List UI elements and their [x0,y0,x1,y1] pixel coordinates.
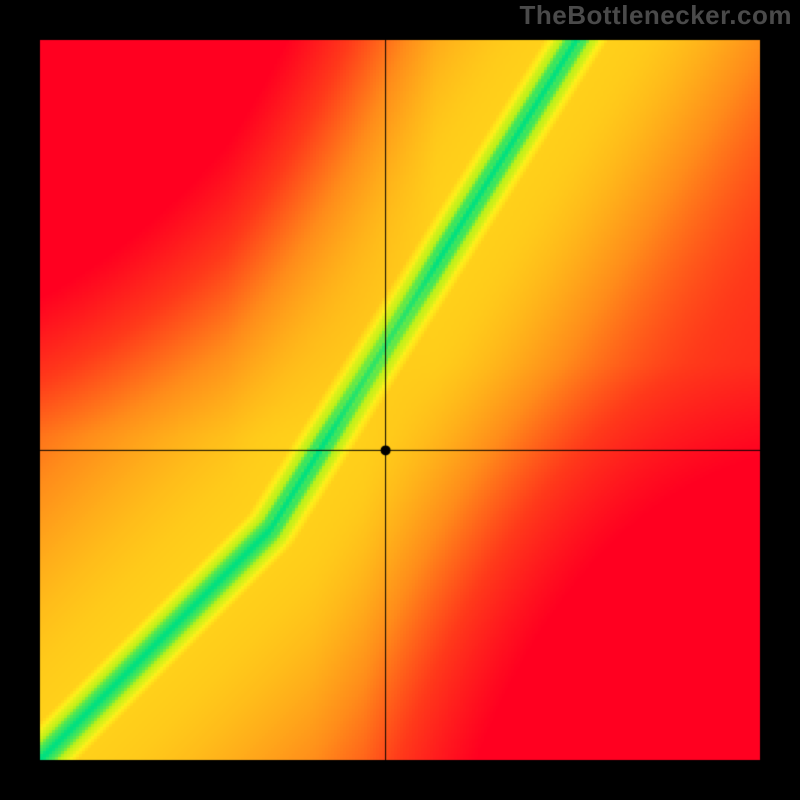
bottleneck-heatmap-canvas [0,0,800,800]
